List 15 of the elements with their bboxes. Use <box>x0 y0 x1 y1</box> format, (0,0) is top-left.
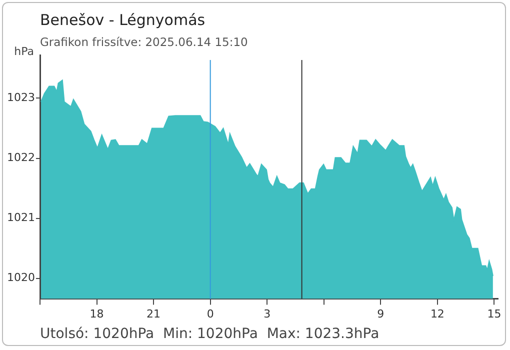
y-tick-label: 1023 <box>7 91 35 104</box>
y-tick-label: 1020 <box>7 271 35 284</box>
x-tick-label: 12 <box>430 307 444 320</box>
y-tick-label: 1022 <box>7 151 35 164</box>
chart-title: Benešov - Légnyomás <box>40 11 206 29</box>
y-axis-title: hPa <box>14 45 34 58</box>
x-tick-label: 15 <box>487 307 502 320</box>
text: Utolsó: 1020hPa Min: 1020hPa Max: 1023.3hPa <box>40 326 380 342</box>
chart-subtitle: Grafikon frissítve: 2025.06.14 15:10 <box>40 35 248 49</box>
y-tick-label: 1021 <box>7 211 35 224</box>
x-tick-label: 3 <box>264 307 271 320</box>
x-tick-label: 18 <box>90 307 104 320</box>
x-tick-label: 21 <box>146 307 161 320</box>
x-tick-label: 0 <box>206 307 214 320</box>
x-tick-label: 9 <box>377 307 384 320</box>
